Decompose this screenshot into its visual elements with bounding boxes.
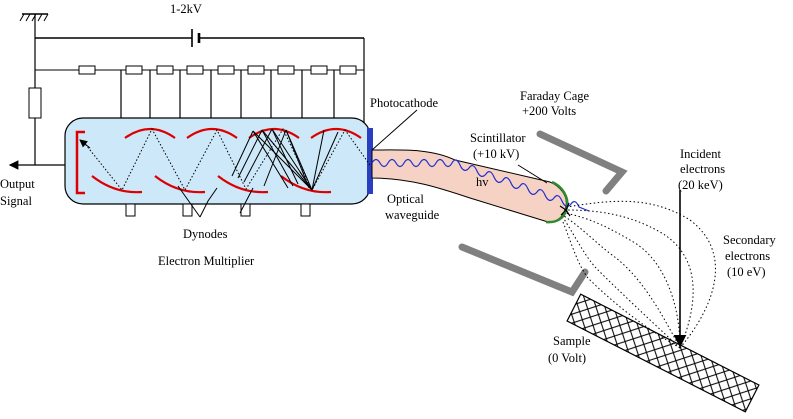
incident-label-3: (20 keV) (678, 178, 723, 192)
sample-label-2: (0 Volt) (548, 351, 586, 365)
scintillator-label-1: Scintillator (470, 131, 526, 145)
sample-block (566, 293, 760, 413)
photon-wave (371, 158, 590, 212)
multiplier-label: Electron Multiplier (158, 254, 255, 268)
secondary-label-1: Secondary (723, 233, 777, 247)
dynodes-label: Dynodes (183, 227, 228, 241)
optical-label-1: Optical (387, 192, 424, 206)
resistor-chain (78, 65, 357, 75)
electron-cascade (79, 127, 371, 192)
battery-icon (191, 29, 201, 47)
output-label-2: Signal (0, 194, 32, 208)
photocathode-plate (367, 128, 373, 194)
sample-label-1: Sample (553, 334, 591, 348)
impact-point (559, 202, 571, 217)
output-label-1: Output (0, 177, 35, 191)
dynodes (91, 127, 362, 194)
ground-icon (19, 13, 49, 22)
load-resistor (28, 87, 42, 119)
optical-label-2: waveguide (385, 208, 440, 222)
incident-label-1: Incident (680, 147, 721, 161)
secondary-label-3: (10 eV) (727, 265, 766, 279)
faraday-cage (458, 130, 628, 297)
leader-lines (177, 109, 548, 218)
faraday-label-2: +200 Volts (522, 104, 576, 118)
anode-icon (75, 130, 85, 195)
voltage-label: 1-2kV (170, 2, 202, 16)
hv-label: hv (476, 175, 489, 189)
faraday-label-1: Faraday Cage (520, 89, 590, 103)
tube-pins (125, 203, 311, 217)
incident-label-2: electrons (680, 162, 725, 176)
secondary-paths (562, 200, 716, 349)
scintillator-label-2: (+10 kV) (473, 147, 519, 161)
secondary-label-2: electrons (725, 249, 770, 263)
photocathode-label: Photocathode (370, 96, 438, 110)
